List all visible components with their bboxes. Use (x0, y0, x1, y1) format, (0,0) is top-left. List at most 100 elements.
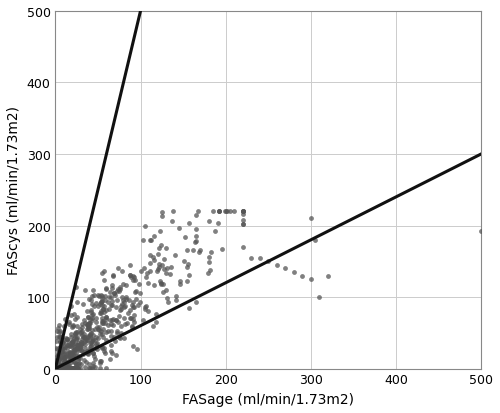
Point (96, 331, 104, 337)
Point (98, 299, 106, 306)
Point (102, 337, 110, 344)
Point (71, 344, 79, 350)
Point (107, 294, 115, 301)
Point (88, 340, 96, 347)
Point (218, 246, 226, 252)
Point (73, 329, 81, 336)
Point (60, 346, 68, 353)
Point (57, 362, 65, 369)
Point (238, 209, 246, 215)
Point (144, 280, 152, 286)
Point (86, 340, 94, 347)
Point (64, 365, 72, 371)
Point (57, 365, 65, 371)
Point (142, 303, 150, 310)
Point (88, 339, 96, 345)
Point (307, 216, 315, 222)
Point (58, 339, 66, 345)
Point (76, 341, 84, 348)
Point (62, 335, 70, 342)
Point (62, 359, 70, 366)
Point (65, 365, 73, 371)
Point (96, 301, 104, 307)
Point (70, 311, 78, 318)
Point (52, 365, 60, 371)
Point (184, 261, 192, 268)
Point (52, 365, 60, 371)
Point (76, 365, 84, 371)
Point (58, 365, 66, 371)
Point (206, 218, 214, 225)
Point (107, 302, 115, 309)
Point (88, 332, 96, 338)
Point (152, 311, 160, 318)
Point (117, 306, 125, 312)
Point (60, 359, 68, 366)
Point (108, 349, 116, 356)
Point (150, 256, 158, 263)
Point (98, 318, 106, 325)
Point (69, 365, 77, 371)
Point (76, 344, 84, 350)
Point (112, 352, 120, 358)
Point (70, 349, 78, 355)
Point (102, 328, 110, 335)
Point (52, 365, 60, 371)
Point (128, 323, 136, 329)
Point (74, 345, 82, 351)
Point (52, 365, 60, 371)
Point (56, 345, 64, 351)
Point (64, 362, 72, 368)
Point (52, 365, 60, 371)
Point (74, 365, 82, 371)
Point (192, 233, 200, 240)
Point (160, 266, 168, 273)
Point (126, 306, 134, 313)
Point (70, 338, 78, 344)
Point (238, 244, 246, 251)
Point (136, 299, 144, 306)
Point (84, 326, 92, 332)
Point (54, 365, 62, 371)
Point (60, 337, 68, 344)
Point (100, 320, 108, 327)
Point (102, 365, 110, 371)
Point (210, 228, 218, 235)
Point (57, 349, 65, 356)
Point (205, 259, 213, 266)
Point (130, 274, 138, 280)
Point (172, 297, 180, 304)
Point (78, 301, 86, 307)
Point (56, 335, 64, 341)
Point (84, 314, 92, 321)
Point (60, 365, 68, 371)
Point (56, 351, 64, 358)
Point (127, 315, 135, 321)
Point (86, 344, 94, 350)
Point (158, 213, 166, 219)
Point (67, 343, 75, 349)
Point (196, 247, 204, 254)
Point (71, 365, 79, 371)
Point (256, 255, 264, 261)
Point (109, 272, 117, 278)
Point (192, 226, 200, 233)
Point (64, 365, 72, 371)
Point (52, 365, 60, 371)
Point (134, 346, 141, 353)
Point (164, 299, 172, 305)
Point (107, 342, 115, 349)
Point (184, 247, 192, 254)
Point (72, 362, 80, 369)
Point (146, 261, 154, 267)
Point (104, 321, 112, 328)
Point (139, 317, 147, 323)
Point (148, 237, 156, 244)
Point (66, 343, 74, 350)
Point (163, 265, 171, 272)
Point (95, 327, 103, 333)
Point (130, 318, 138, 325)
Point (102, 286, 110, 292)
Point (116, 323, 124, 330)
Point (108, 302, 116, 309)
